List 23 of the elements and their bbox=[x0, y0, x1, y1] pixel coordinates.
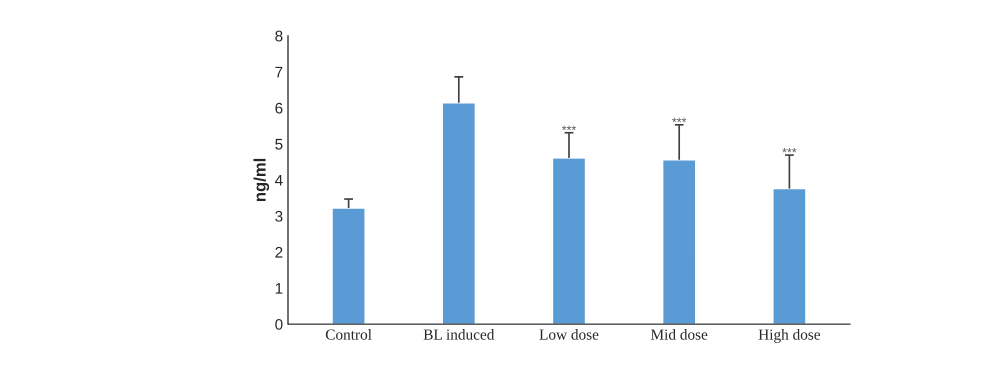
y-tick-label: 7 bbox=[275, 66, 282, 78]
bar bbox=[552, 157, 586, 324]
y-tick-label: 8 bbox=[275, 30, 282, 42]
bar bbox=[331, 207, 366, 324]
data-label: *** bbox=[782, 148, 796, 152]
y-tick-label: 2 bbox=[275, 246, 282, 258]
bar bbox=[442, 102, 476, 324]
bar bbox=[662, 159, 696, 324]
data-label: *** bbox=[562, 126, 576, 130]
x-tick-label: BL induced bbox=[424, 328, 494, 340]
data-label: *** bbox=[672, 118, 686, 122]
y-tick-label: 5 bbox=[275, 138, 282, 150]
x-tick-label: High dose bbox=[758, 328, 820, 343]
y-tick-label: 1 bbox=[276, 283, 282, 294]
x-tick-label: Mid dose bbox=[650, 328, 708, 340]
x-tick-label: Control bbox=[326, 328, 372, 340]
y-tick-label: 0 bbox=[275, 318, 283, 330]
x-tick-label: Low dose bbox=[540, 328, 598, 340]
bar bbox=[772, 188, 807, 324]
y-tick-label: 4 bbox=[274, 174, 283, 186]
y-tick-label: 6 bbox=[275, 102, 282, 114]
y-axis-title: ng/ml bbox=[253, 158, 270, 202]
y-tick-label: 3 bbox=[275, 210, 282, 222]
